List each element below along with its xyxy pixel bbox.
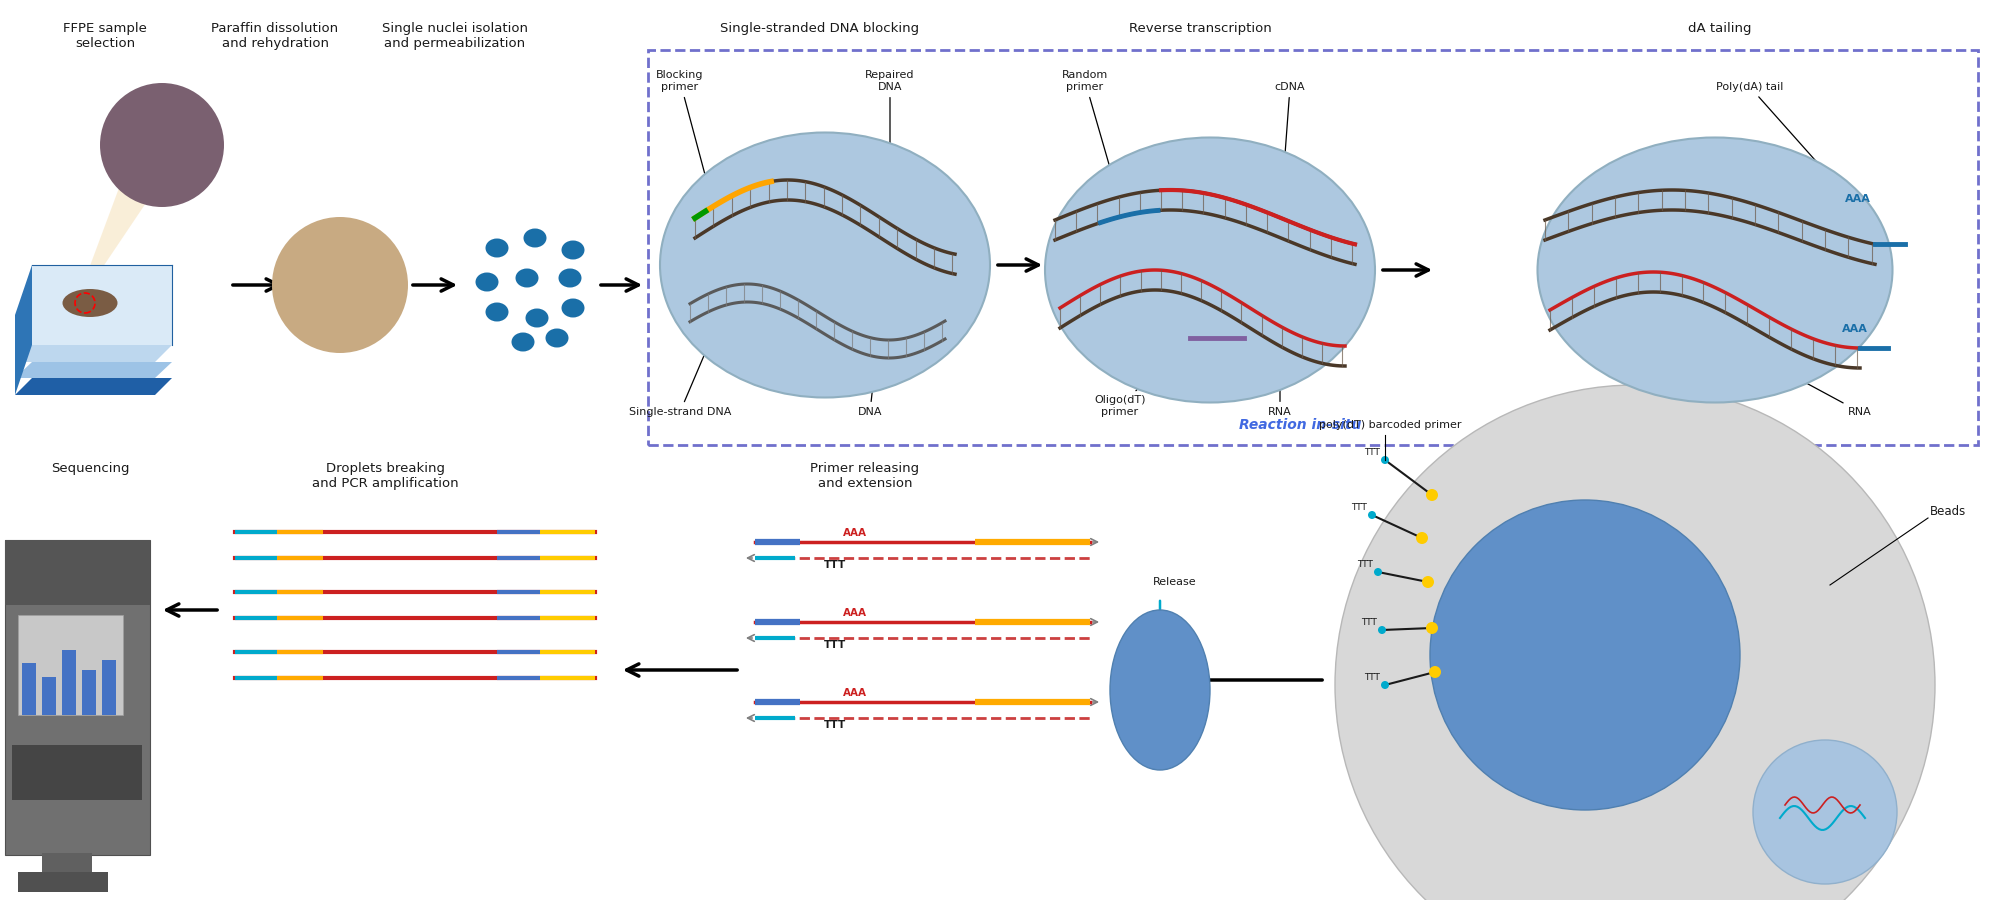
- Bar: [62, 650, 76, 715]
- Text: AAA: AAA: [842, 608, 866, 618]
- Circle shape: [1335, 385, 1935, 900]
- Ellipse shape: [62, 289, 118, 317]
- Text: Sequencing: Sequencing: [50, 462, 130, 475]
- Circle shape: [100, 83, 224, 207]
- Ellipse shape: [516, 268, 538, 287]
- Text: TTT: TTT: [1357, 560, 1373, 569]
- Text: Reverse transcription: Reverse transcription: [1129, 22, 1271, 35]
- Polygon shape: [14, 362, 172, 378]
- Ellipse shape: [526, 309, 548, 328]
- Text: TTT: TTT: [1365, 448, 1381, 457]
- Circle shape: [1375, 568, 1383, 576]
- Ellipse shape: [512, 332, 534, 352]
- Text: Single-stranded DNA blocking: Single-stranded DNA blocking: [720, 22, 920, 35]
- Bar: [42, 853, 92, 875]
- Text: TTT: TTT: [1351, 503, 1367, 512]
- Ellipse shape: [562, 240, 584, 259]
- Bar: [18, 615, 122, 715]
- Ellipse shape: [660, 132, 990, 398]
- Ellipse shape: [1537, 138, 1893, 402]
- Bar: [4, 540, 150, 855]
- Ellipse shape: [546, 328, 568, 347]
- Bar: [12, 745, 142, 800]
- Ellipse shape: [476, 273, 498, 292]
- Text: Droplet barcoding: Droplet barcoding: [1521, 462, 1641, 475]
- Bar: [82, 670, 96, 715]
- Circle shape: [272, 217, 408, 353]
- Text: Single-strand DNA: Single-strand DNA: [628, 320, 730, 417]
- Text: Release: Release: [1153, 577, 1197, 587]
- Text: Reaction in-situ: Reaction in-situ: [1239, 418, 1361, 432]
- Text: FFPE sample
selection: FFPE sample selection: [64, 22, 146, 50]
- Polygon shape: [78, 145, 184, 298]
- Polygon shape: [32, 265, 172, 345]
- Bar: [102, 660, 116, 715]
- Text: dA tailing: dA tailing: [1689, 22, 1751, 35]
- Text: Single nuclei isolation
and permeabilization: Single nuclei isolation and permeabiliza…: [382, 22, 528, 50]
- Circle shape: [1431, 500, 1741, 810]
- Circle shape: [1381, 456, 1389, 464]
- Ellipse shape: [562, 299, 584, 318]
- Text: AAA: AAA: [1845, 194, 1871, 204]
- Text: cDNA: cDNA: [1275, 82, 1305, 220]
- Text: AAA: AAA: [842, 688, 866, 698]
- Text: RNA: RNA: [1683, 316, 1871, 417]
- Circle shape: [1427, 489, 1439, 501]
- Circle shape: [1381, 681, 1389, 689]
- Text: Paraffin dissolution
and rehydration: Paraffin dissolution and rehydration: [212, 22, 338, 50]
- Polygon shape: [14, 265, 32, 395]
- Text: Beads: Beads: [1931, 505, 1967, 518]
- Ellipse shape: [558, 268, 582, 287]
- Text: AAA: AAA: [842, 528, 866, 538]
- Circle shape: [1423, 576, 1435, 588]
- Polygon shape: [14, 378, 172, 395]
- Ellipse shape: [1111, 610, 1211, 770]
- Bar: [18, 872, 108, 892]
- Ellipse shape: [486, 238, 508, 257]
- Text: Oligo(dT)
primer: Oligo(dT) primer: [1095, 340, 1189, 417]
- Circle shape: [1417, 532, 1429, 544]
- Text: TTT: TTT: [1365, 673, 1381, 682]
- Text: DNA: DNA: [858, 323, 882, 417]
- Text: Primer releasing
and extension: Primer releasing and extension: [810, 462, 920, 490]
- Bar: [4, 540, 150, 605]
- Bar: [42, 677, 56, 715]
- Circle shape: [1429, 666, 1441, 678]
- Ellipse shape: [486, 302, 508, 321]
- Text: RNA: RNA: [1269, 315, 1293, 417]
- Text: AAA: AAA: [1843, 324, 1867, 334]
- Ellipse shape: [524, 229, 546, 248]
- Text: Repaired
DNA: Repaired DNA: [864, 70, 914, 212]
- Text: TTT: TTT: [824, 640, 846, 650]
- Text: Poly(dA) tail: Poly(dA) tail: [1717, 82, 1853, 202]
- Circle shape: [1753, 740, 1897, 884]
- Text: poly(dT) barcoded primer: poly(dT) barcoded primer: [1319, 420, 1461, 430]
- Bar: [22, 663, 36, 715]
- Text: Droplets breaking
and PCR amplification: Droplets breaking and PCR amplification: [312, 462, 458, 490]
- Text: Random
primer: Random primer: [1063, 70, 1129, 234]
- Text: Blocking
primer: Blocking primer: [656, 70, 714, 210]
- Text: TTT: TTT: [824, 720, 846, 730]
- Circle shape: [1427, 622, 1439, 634]
- Polygon shape: [14, 345, 172, 362]
- Circle shape: [1369, 511, 1377, 519]
- Text: TTT: TTT: [824, 560, 846, 570]
- Text: TTT: TTT: [1361, 618, 1377, 627]
- Circle shape: [1379, 626, 1387, 634]
- Ellipse shape: [1045, 138, 1375, 402]
